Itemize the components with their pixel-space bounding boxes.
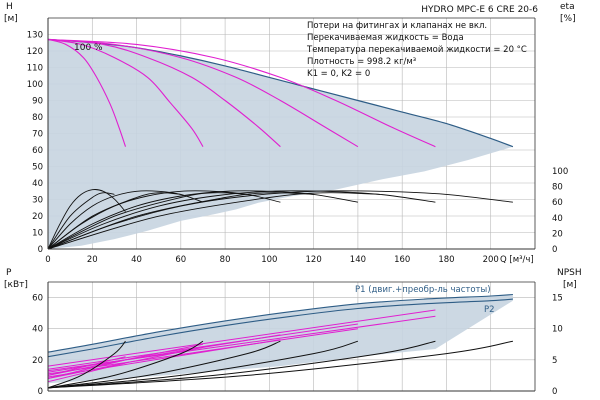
y-tick-label-npsh: 5 <box>552 356 557 366</box>
p1-curve-label: P1 (двиг.+преобр-ль частоты) <box>355 285 491 295</box>
y-axis-unit-npsh: [м] <box>563 280 577 290</box>
y-tick-label-h: 130 <box>27 31 43 41</box>
y-axis-label-h: H <box>6 2 13 12</box>
y-tick-label-p: 40 <box>32 325 43 335</box>
y-axis-label-eta: eta <box>560 2 575 12</box>
efficiency-curve <box>47 192 115 250</box>
y-tick-label-h: 90 <box>32 97 43 107</box>
npsh-curve <box>47 340 513 389</box>
pump-head-curve <box>47 38 127 147</box>
y-axis-unit-eta: [%] <box>560 14 576 24</box>
y-tick-label-eta: 80 <box>552 183 563 193</box>
y-tick-label-h: 0 <box>38 245 43 255</box>
efficiency-curve <box>47 192 314 250</box>
y-tick-label-p: 0 <box>38 387 43 397</box>
npsh-curve <box>47 340 204 389</box>
note-line: K1 = 0, K2 = 0 <box>307 69 370 79</box>
note-line: Температура перекачиваемой жидкости = 20… <box>306 45 527 55</box>
head-panel-axes: 0 20 40 60 80 100 120 140 160 180 2000102030405060… <box>27 17 568 265</box>
p1-max-curve <box>47 293 513 353</box>
operating-envelope-area <box>48 39 513 250</box>
npsh-curve <box>47 340 436 389</box>
y-tick-label-eta: 60 <box>552 198 563 208</box>
x-tick-label: 140 <box>350 255 366 265</box>
y-tick-label-h: 50 <box>32 163 43 173</box>
y-tick-label-eta: 20 <box>552 229 563 239</box>
y-tick-label-eta: 0 <box>552 245 557 255</box>
pump-head-curve <box>47 38 281 148</box>
y-tick-label-npsh: 10 <box>552 325 563 335</box>
y-axis-unit-h: [м] <box>4 14 18 24</box>
x-tick-label: 180 <box>438 255 454 265</box>
y-tick-label-p: 20 <box>32 356 43 366</box>
y-tick-label-h: 60 <box>32 146 43 156</box>
power-panel-series <box>47 293 513 389</box>
power-curve <box>47 315 436 372</box>
y-tick-label-h: 100 <box>27 80 43 90</box>
y-tick-label-eta: 40 <box>552 214 563 224</box>
head-operating-envelope <box>47 38 514 250</box>
y-tick-label-h: 10 <box>32 229 43 239</box>
y-tick-label-npsh: 0 <box>552 387 557 397</box>
p2-curve-label: P2 <box>484 305 495 315</box>
note-line: Перекачиваемая жидкость = Вода <box>307 33 464 43</box>
power-curve <box>47 309 436 367</box>
power-curve <box>47 328 358 375</box>
efficiency-curve <box>47 192 248 250</box>
y-tick-label-npsh: 15 <box>552 294 563 304</box>
npsh-curve <box>47 340 126 389</box>
y-tick-label-h: 110 <box>27 64 43 74</box>
y-axis-label-npsh: NPSH <box>557 268 582 278</box>
x-tick-label: 200 <box>483 255 499 265</box>
x-tick-label: 20 <box>87 255 98 265</box>
y-axis-label-p: P <box>6 268 12 278</box>
y-tick-label-h: 30 <box>32 196 43 206</box>
x-axis-label: Q [м³/ч] <box>500 255 534 265</box>
x-tick-label: 160 <box>394 255 410 265</box>
power-curve <box>47 323 358 370</box>
x-tick-label: 120 <box>306 255 322 265</box>
x-tick-label: 0 <box>45 255 50 265</box>
power-panel-axes: 0 20 40 60 0 5 10 15 <box>32 281 563 397</box>
x-tick-label: 60 <box>175 255 186 265</box>
efficiency-curve <box>47 192 381 250</box>
curve-100-percent-label: 100 % <box>74 43 103 53</box>
npsh-curve <box>47 340 359 389</box>
y-tick-label-h: 20 <box>32 212 43 222</box>
power-envelope-area <box>48 294 513 384</box>
y-tick-label-p: 60 <box>32 294 43 304</box>
x-tick-label: 80 <box>220 255 231 265</box>
x-tick-label: 40 <box>131 255 142 265</box>
npsh-curve <box>47 340 281 389</box>
y-tick-label-h: 70 <box>32 130 43 140</box>
pump-head-curve <box>47 38 204 147</box>
y-tick-label-h: 120 <box>27 47 43 57</box>
efficiency-curve <box>47 192 181 250</box>
pump-head-curve <box>47 38 359 148</box>
pump-head-curve <box>47 38 436 148</box>
y-tick-label-h: 40 <box>32 179 43 189</box>
head-panel-series <box>47 38 513 250</box>
y-tick-label-h: 80 <box>32 113 43 123</box>
efficiency-curve <box>47 189 126 250</box>
y-axis-unit-p: [кВт] <box>4 280 28 290</box>
power-operating-envelope <box>48 294 513 384</box>
note-line: Плотность = 998.2 кг/м³ <box>307 57 416 67</box>
chart-title: HYDRO MPC-E 6 CRE 20-6 <box>421 5 538 15</box>
note-line: Потери на фитингах и клапанах не вкл. <box>307 21 487 31</box>
y-tick-label-eta: 100 <box>552 167 568 177</box>
x-tick-label: 100 <box>261 255 277 265</box>
p2-max-curve <box>47 298 513 358</box>
